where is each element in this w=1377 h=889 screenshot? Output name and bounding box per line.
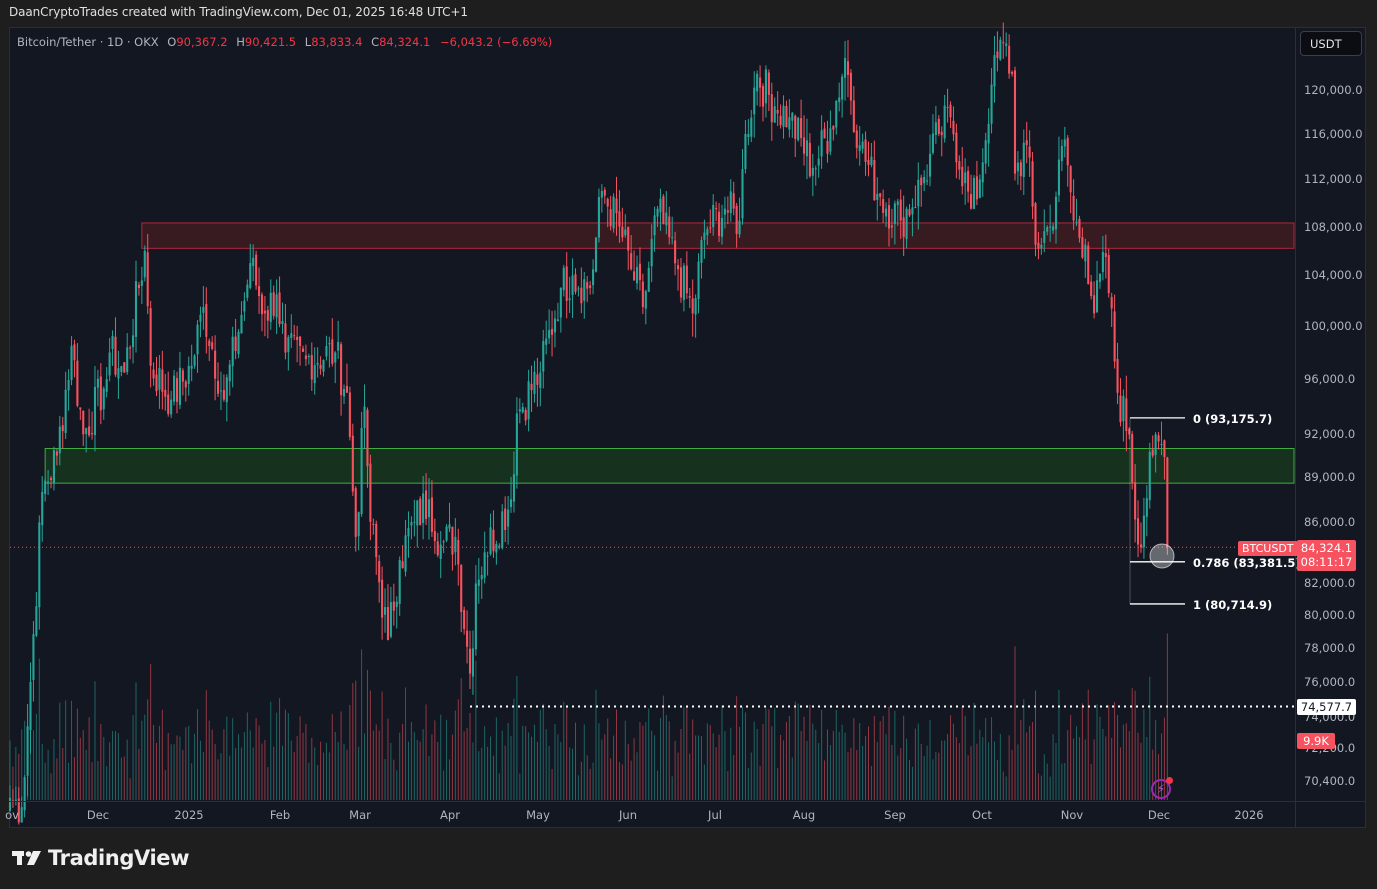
time-tick: Jun [619,808,637,822]
time-tick: ov [5,808,19,822]
price-zones [44,222,1295,484]
symbol-title[interactable]: Bitcoin/Tether · 1D · OKX [17,35,159,49]
notification-dot [1166,777,1173,784]
price-tick: 86,000.0 [1304,514,1356,529]
price-tick: 78,000.0 [1304,641,1356,656]
bar-countdown: 08:11:17 [1300,555,1353,569]
price-tick: 104,000.0 [1304,268,1363,283]
price-tick: 116,000.0 [1304,126,1363,141]
time-tick: Jul [708,808,722,822]
time-tick: Sep [884,808,906,822]
price-tick: 96,000.0 [1304,372,1356,387]
price-tick: 82,000.0 [1304,576,1356,591]
chart-frame[interactable] [9,27,1366,828]
time-tick: Dec [1147,808,1171,822]
time-tick: Dec [86,808,110,822]
tradingview-logo: TradingView [12,846,189,870]
price-tick: 70,400.0 [1304,774,1356,789]
open-value: 90,367.2 [176,35,228,49]
time-tick: 2025 [174,808,204,822]
price-tick: 76,000.0 [1304,674,1356,689]
resistance-zone [141,222,1295,249]
last-price-value: 84,324.1 [1300,541,1353,555]
time-tick: 2026 [1234,808,1264,822]
price-tick: 120,000.0 [1304,83,1363,97]
fib-level-0: 0 (93,175.7) [1193,412,1273,426]
fib-level-1: 1 (80,714.9) [1193,598,1273,612]
price-tick: 100,000.0 [1304,319,1363,334]
volume-label: 9.9K [1297,733,1335,749]
support-zone [44,448,1295,484]
price-tick: 112,000.0 [1304,172,1363,187]
volume-bars [9,633,1168,800]
tradingview-logo-icon [12,851,41,865]
time-tick: Nov [1060,808,1084,822]
price-tick: 108,000.0 [1304,219,1363,234]
lightning-event-icon[interactable]: ⚡ [1151,777,1173,799]
price-axis-divider [1295,27,1296,828]
change-value: −6,043.2 (−6.69%) [439,35,553,49]
time-tick: May [526,808,550,822]
time-tick: Mar [349,808,371,822]
price-tick: 89,000.0 [1304,470,1356,485]
price-tick: 92,000.0 [1304,427,1356,442]
tradingview-brand: TradingView [48,846,190,870]
time-tick: Oct [972,808,992,822]
time-axis-divider [9,801,1366,802]
drawings [10,417,1294,708]
symbol-legend: Bitcoin/Tether · 1D · OKX O90,367.2 H90,… [17,35,553,49]
fib-level-0786: 0.786 (83,381.5) [1193,556,1301,570]
low-value: 83,833.4 [311,35,363,49]
candles [8,22,1169,825]
horizontal-line-price-label: 74,577.7 [1297,699,1356,715]
symbol-price-tag: BTCUSDT [1238,541,1298,556]
highlight-circle [1149,543,1175,569]
time-tick: Apr [440,808,460,822]
currency-button[interactable]: USDT [1300,31,1362,56]
last-price-label: 84,324.1 08:11:17 [1297,540,1356,571]
close-value: 84,324.1 [379,35,431,49]
chart-credit: DaanCryptoTrades created with TradingVie… [9,5,468,19]
time-tick: Aug [792,808,816,822]
price-tick: 80,000.0 [1304,608,1356,623]
high-value: 90,421.5 [244,35,297,49]
time-tick: Feb [269,808,291,822]
